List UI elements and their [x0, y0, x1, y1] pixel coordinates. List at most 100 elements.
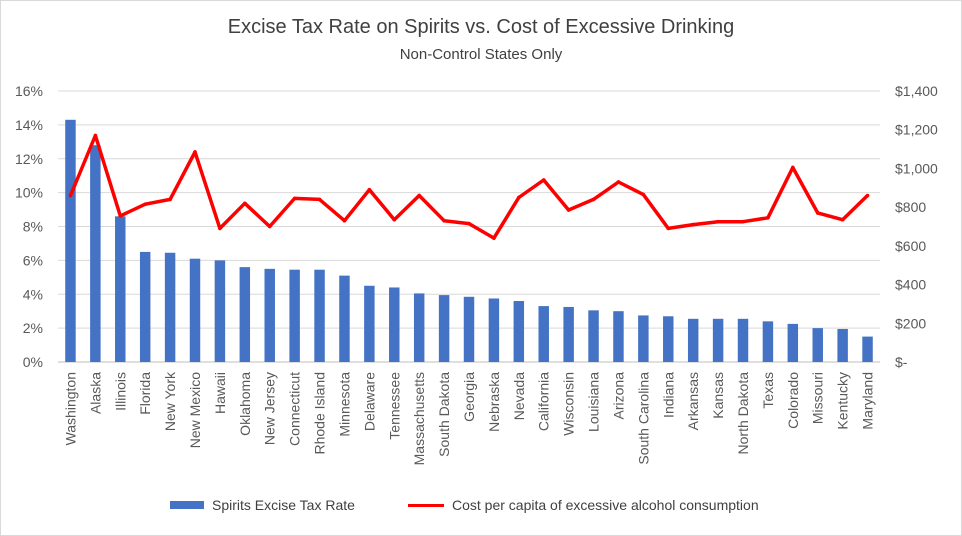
line-point — [865, 193, 870, 198]
chart-subtitle: Non-Control States Only — [399, 46, 563, 63]
category-label: Minnesota — [337, 372, 353, 437]
line-point — [840, 217, 845, 222]
bar — [787, 323, 799, 362]
left-axis-tick-label: 14% — [15, 117, 43, 133]
bar — [214, 260, 226, 362]
line-point — [541, 178, 546, 182]
bar — [737, 318, 749, 362]
line-point — [691, 222, 695, 227]
left-axis-tick-label: 10% — [15, 185, 43, 201]
category-label: Massachusetts — [411, 372, 427, 465]
bar — [289, 269, 300, 362]
right-axis-tick-label: $200 — [895, 315, 926, 331]
bar — [837, 328, 848, 362]
category-label: Tennessee — [386, 372, 402, 440]
line-point — [442, 218, 446, 223]
chart-title: Excise Tax Rate on Spirits vs. Cost of E… — [227, 16, 735, 38]
line-point — [68, 193, 73, 198]
category-label: Washington — [63, 372, 79, 445]
legend-label-line: Cost per capita of excessive alcohol con… — [452, 497, 759, 513]
right-axis-tick-label: $1,400 — [895, 83, 938, 99]
bar — [687, 318, 699, 362]
line-point — [467, 221, 471, 226]
category-label: Indiana — [660, 372, 676, 418]
line-point — [367, 187, 372, 192]
line-point — [168, 197, 172, 202]
bar — [862, 336, 873, 362]
line-point — [392, 217, 397, 222]
category-label: Hawaii — [212, 372, 228, 414]
category-label: New York — [162, 371, 178, 431]
right-axis-tick-label: $1,200 — [895, 122, 938, 138]
bar — [189, 258, 201, 362]
bar — [538, 306, 549, 362]
line-point — [815, 211, 820, 215]
category-label: Connecticut — [287, 372, 303, 446]
line-point — [616, 180, 621, 184]
category-label: Georgia — [461, 372, 477, 422]
legend-swatch-bars — [170, 501, 204, 509]
bar — [638, 315, 649, 362]
legend-label-bars: Spirits Excise Tax Rate — [212, 497, 355, 513]
left-axis-tick-label: 4% — [23, 286, 43, 302]
bar — [389, 287, 400, 362]
category-label: Louisiana — [586, 372, 602, 432]
left-axis-tick-label: 2% — [23, 320, 43, 336]
bar — [513, 301, 525, 362]
legend-swatch-line — [408, 503, 444, 507]
bar — [364, 285, 375, 362]
left-axis-tick-label: 12% — [15, 151, 43, 167]
right-axis-tick-label: $1,000 — [895, 160, 938, 176]
line-point — [193, 150, 197, 154]
category-label: Kentucky — [835, 372, 851, 430]
line-point — [317, 197, 322, 202]
category-label: Maryland — [860, 372, 876, 430]
line-point — [666, 226, 671, 231]
legend-item-line: Cost per capita of excessive alcohol con… — [408, 497, 759, 513]
category-label: Delaware — [361, 372, 377, 431]
bar — [588, 310, 599, 362]
line-point — [292, 196, 297, 201]
bar — [812, 328, 823, 362]
left-axis-tick-label: 6% — [23, 252, 43, 268]
left-axis-tick-label: 0% — [23, 354, 43, 370]
category-label: South Dakota — [436, 372, 452, 457]
bar — [264, 268, 275, 362]
category-label: Florida — [137, 372, 153, 415]
chart-legend: Spirits Excise Tax Rate Cost per capita … — [0, 497, 962, 517]
category-label: New Mexico — [187, 372, 203, 448]
chart-plot: 0% 2% 4% 6% 8% 10% 12% 14% 16% $- $200 $400 $600 $800… — [15, 83, 938, 465]
category-label: California — [536, 372, 552, 431]
bar — [712, 318, 724, 362]
legend-item-bars: Spirits Excise Tax Rate — [170, 497, 355, 513]
right-axis-tick-label: $- — [895, 354, 908, 370]
right-axis-tick-label: $800 — [895, 199, 926, 215]
bar — [239, 267, 251, 362]
line-point — [766, 215, 770, 220]
bar — [65, 119, 76, 362]
right-axis-tick-label: $400 — [895, 277, 926, 293]
line-point — [143, 202, 147, 207]
category-label: Kansas — [710, 372, 726, 419]
bar — [413, 293, 425, 362]
right-axis-tick-label: $600 — [895, 238, 926, 254]
bar — [762, 321, 774, 362]
line-point — [741, 219, 745, 224]
bar — [164, 252, 176, 362]
category-label: Texas — [760, 372, 776, 409]
line-point — [791, 165, 795, 170]
category-label: Oklahoma — [237, 372, 253, 436]
category-label: Alaska — [87, 372, 103, 414]
category-label: Arkansas — [685, 372, 701, 430]
line-point — [342, 218, 347, 223]
bar — [139, 251, 151, 362]
line-point — [93, 133, 98, 138]
category-label: North Dakota — [735, 372, 751, 455]
bar — [488, 298, 500, 362]
bar — [463, 296, 475, 362]
category-label: Nebraska — [486, 372, 502, 432]
category-label: Wisconsin — [561, 372, 577, 436]
bar — [438, 295, 450, 362]
category-label: Nevada — [511, 372, 527, 420]
line-point — [641, 192, 646, 197]
